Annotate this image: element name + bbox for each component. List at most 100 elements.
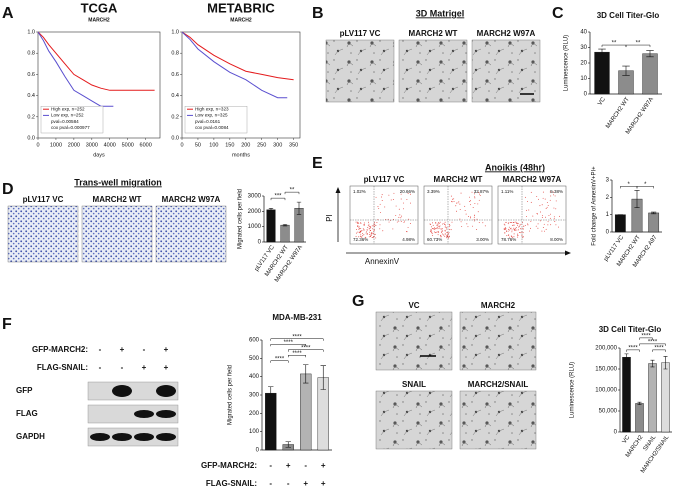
quadrant-label: 1.02% bbox=[353, 189, 366, 194]
event-dot bbox=[407, 193, 409, 194]
event-dot bbox=[357, 231, 359, 233]
event-dot bbox=[430, 230, 432, 232]
event-dot bbox=[513, 227, 515, 229]
event-dot bbox=[385, 219, 387, 220]
flow-plot bbox=[349, 185, 419, 245]
significance-bracket bbox=[639, 343, 666, 346]
event-dot bbox=[374, 229, 375, 231]
event-dot bbox=[437, 228, 439, 230]
event-dot bbox=[456, 202, 457, 204]
event-dot bbox=[476, 229, 478, 230]
annotation: pval=0.0161 bbox=[195, 119, 221, 124]
event-dot bbox=[519, 224, 521, 226]
event-dot bbox=[526, 215, 527, 217]
x-tick-label: 100 bbox=[209, 142, 218, 148]
event-dot bbox=[547, 221, 549, 223]
event-dot bbox=[438, 223, 440, 225]
x-axis-label: months bbox=[232, 152, 250, 158]
x-tick-label: 200 bbox=[241, 142, 250, 148]
arrow-head bbox=[335, 187, 341, 193]
event-dot bbox=[537, 198, 539, 200]
significance-bracket bbox=[284, 191, 300, 195]
event-dot bbox=[373, 225, 375, 227]
event-dot bbox=[441, 228, 443, 230]
event-dot bbox=[503, 228, 505, 230]
event-dot bbox=[375, 225, 377, 226]
event-dot bbox=[460, 192, 462, 194]
event-dot bbox=[440, 234, 441, 236]
y-axis-label: Migrated cells per field bbox=[228, 365, 234, 425]
quadrant-label: 8.00% bbox=[550, 237, 563, 242]
event-dot bbox=[549, 199, 551, 201]
event-dot bbox=[456, 210, 458, 212]
event-dot bbox=[553, 216, 555, 218]
y-tick-label: 30 bbox=[580, 45, 587, 51]
y-tick-label: 1.0 bbox=[27, 29, 35, 35]
event-dot bbox=[507, 230, 509, 232]
event-dot bbox=[546, 206, 548, 208]
event-dot bbox=[517, 223, 519, 224]
event-dot bbox=[365, 236, 367, 238]
event-dot bbox=[387, 218, 389, 220]
event-dot bbox=[513, 233, 515, 235]
quadrant-label: 20.66% bbox=[400, 189, 415, 194]
event-dot bbox=[448, 235, 450, 237]
event-dot bbox=[470, 216, 472, 218]
event-dot bbox=[409, 193, 411, 195]
event-dot bbox=[469, 196, 470, 198]
event-dot bbox=[478, 191, 479, 193]
y-tick-label: 40 bbox=[580, 30, 587, 36]
condition-sign: - bbox=[121, 363, 124, 372]
event-dot bbox=[517, 236, 519, 238]
y-tick-label: 0.4 bbox=[27, 93, 35, 99]
event-dot bbox=[370, 232, 372, 234]
event-dot bbox=[545, 228, 547, 230]
event-dot bbox=[363, 234, 365, 236]
event-dot bbox=[474, 193, 475, 195]
event-dot bbox=[539, 205, 541, 207]
event-dot bbox=[459, 203, 461, 205]
event-dot bbox=[468, 216, 469, 218]
event-dot bbox=[436, 226, 438, 228]
event-dot bbox=[371, 234, 372, 236]
event-dot bbox=[448, 224, 450, 225]
image-label: MARCH2 W97A bbox=[503, 175, 562, 184]
event-dot bbox=[524, 196, 526, 198]
event-dot bbox=[457, 202, 459, 204]
micrograph bbox=[375, 390, 453, 450]
blot-band bbox=[112, 433, 132, 441]
event-dot bbox=[507, 223, 509, 225]
event-dot bbox=[525, 209, 527, 211]
event-dot bbox=[371, 232, 373, 234]
y-tick-label: 2 bbox=[606, 195, 610, 201]
significance-label: **** bbox=[284, 340, 294, 346]
error-bar bbox=[637, 401, 642, 405]
event-dot bbox=[405, 231, 407, 232]
event-dot bbox=[522, 232, 524, 234]
event-dot bbox=[542, 215, 543, 217]
survival-curve bbox=[37, 31, 114, 107]
y-tick-label: 500 bbox=[249, 356, 260, 362]
event-dot bbox=[438, 227, 440, 229]
event-dot bbox=[371, 233, 373, 235]
event-dot bbox=[470, 204, 471, 206]
bar bbox=[622, 357, 631, 433]
event-dot bbox=[392, 228, 394, 230]
event-dot bbox=[517, 233, 519, 235]
event-dot bbox=[450, 195, 452, 197]
event-dot bbox=[381, 196, 383, 198]
bar bbox=[266, 209, 276, 243]
event-dot bbox=[478, 221, 480, 223]
event-dot bbox=[527, 224, 529, 226]
significance-bracket bbox=[288, 355, 306, 358]
micrograph bbox=[375, 311, 453, 371]
event-dot bbox=[547, 224, 549, 226]
event-dot bbox=[474, 202, 476, 204]
event-dot bbox=[435, 227, 437, 229]
event-dot bbox=[515, 228, 517, 230]
event-dot bbox=[539, 220, 541, 222]
condition-sign: - bbox=[143, 345, 146, 354]
quadrant-label: 32.87% bbox=[474, 189, 489, 194]
event-dot bbox=[509, 236, 511, 238]
event-dot bbox=[517, 229, 519, 231]
